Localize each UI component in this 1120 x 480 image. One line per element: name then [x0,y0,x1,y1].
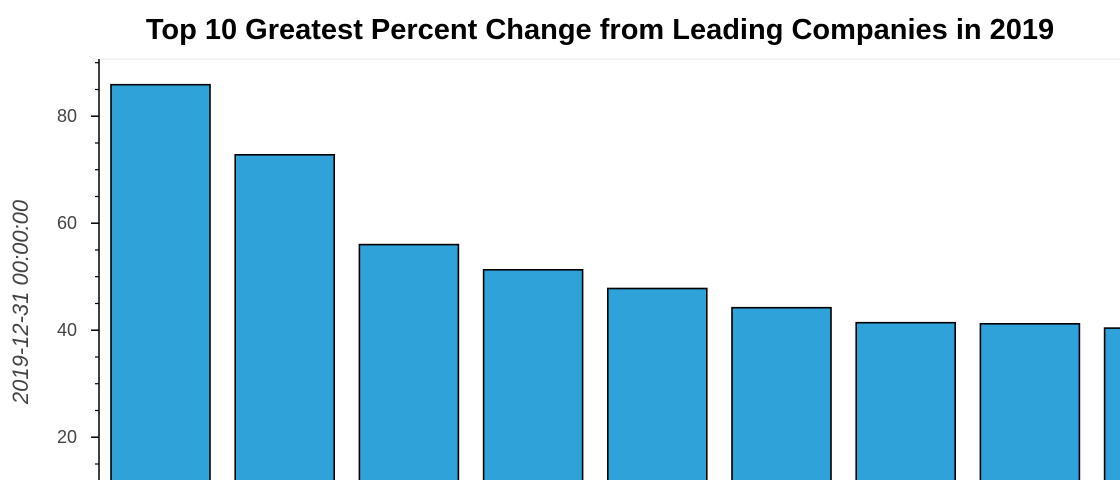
bar-1 [110,83,211,480]
bar-6 [731,306,832,480]
y-tick-label-40: 40 [57,320,77,340]
bars-layer [110,83,1120,480]
bar-2 [234,154,335,480]
bar-5 [606,287,708,480]
bar-4 [482,268,584,480]
bar-3 [358,243,460,480]
y-tick-label-80: 80 [57,106,77,126]
bar-9 [1103,327,1120,480]
chart-title: Top 10 Greatest Percent Change from Lead… [145,14,1055,46]
y-axis-title: 2019-12-31 00:00:00 [8,199,33,405]
y-axis: 20 40 60 80 [57,59,100,480]
bar-8 [979,322,1081,480]
bar-7 [855,321,957,480]
y-tick-label-60: 60 [57,213,77,233]
y-tick-label-20: 20 [57,427,77,447]
